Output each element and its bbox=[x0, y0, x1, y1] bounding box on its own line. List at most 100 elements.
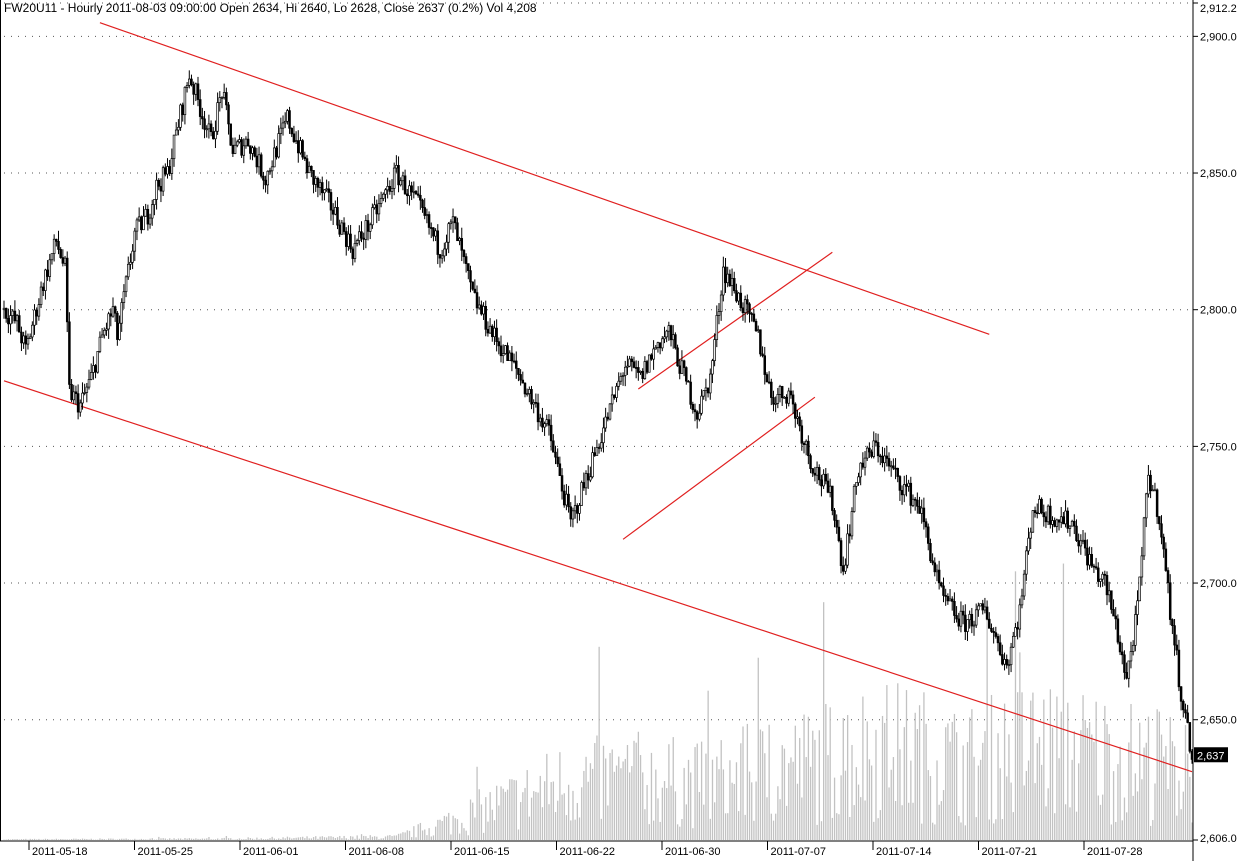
candle bbox=[188, 70, 190, 88]
candle-body bbox=[919, 506, 921, 513]
candle-body bbox=[982, 604, 984, 610]
candle-body bbox=[378, 203, 380, 213]
candle-body bbox=[1041, 499, 1043, 512]
candle-body bbox=[1025, 551, 1027, 574]
candle-body bbox=[186, 85, 188, 87]
candle-body bbox=[977, 606, 979, 610]
volume-bar bbox=[173, 838, 174, 840]
volume-bar bbox=[657, 798, 658, 840]
volume-bar bbox=[1061, 712, 1062, 840]
candle bbox=[498, 338, 500, 355]
candle-body bbox=[99, 337, 101, 351]
candle bbox=[1169, 574, 1171, 625]
candle-body bbox=[1119, 642, 1121, 652]
candle bbox=[282, 115, 284, 135]
x-tick-label: 2011-07-07 bbox=[771, 846, 826, 858]
candle-body bbox=[746, 300, 748, 304]
candle bbox=[633, 357, 635, 369]
candle-body bbox=[688, 381, 690, 382]
volume-bar bbox=[295, 838, 296, 840]
volume-bar bbox=[468, 835, 469, 840]
candle bbox=[77, 384, 79, 419]
volume-bar bbox=[152, 838, 153, 840]
volume-bar bbox=[82, 839, 83, 840]
volume-bar bbox=[827, 755, 828, 840]
candle-body bbox=[594, 453, 596, 456]
volume-bar bbox=[718, 769, 719, 840]
candle bbox=[871, 449, 873, 458]
volume-bar bbox=[56, 839, 57, 840]
candle bbox=[716, 305, 718, 347]
volume-bar bbox=[145, 839, 146, 840]
volume-bar bbox=[753, 821, 754, 840]
candle bbox=[777, 388, 779, 408]
candle bbox=[1106, 571, 1108, 605]
candle bbox=[1117, 614, 1119, 644]
candle bbox=[600, 433, 602, 452]
candle bbox=[539, 414, 541, 427]
candle bbox=[1126, 663, 1128, 680]
candle bbox=[921, 500, 923, 524]
candle bbox=[158, 178, 160, 190]
volume-bar bbox=[670, 786, 671, 840]
candle-body bbox=[579, 505, 581, 513]
candle bbox=[821, 475, 823, 497]
candle-body bbox=[712, 361, 714, 374]
candle bbox=[768, 371, 770, 384]
volume-bar bbox=[250, 838, 251, 840]
candle-body bbox=[526, 394, 528, 395]
candle bbox=[132, 244, 134, 269]
volume-bar bbox=[684, 768, 685, 840]
candle bbox=[520, 369, 522, 385]
candle-body bbox=[692, 404, 694, 409]
candle-body bbox=[720, 295, 722, 312]
candle-body bbox=[600, 443, 602, 448]
volume-bar bbox=[799, 738, 800, 840]
candle bbox=[232, 138, 234, 157]
candle bbox=[685, 366, 687, 384]
volume-bar bbox=[723, 769, 724, 840]
candle bbox=[378, 194, 380, 221]
candle-body bbox=[86, 387, 88, 392]
volume-bar bbox=[217, 838, 218, 840]
candle-body bbox=[611, 395, 613, 404]
volume-bar bbox=[703, 805, 704, 840]
candle bbox=[1054, 517, 1056, 527]
candle-body bbox=[433, 228, 435, 236]
volume-bar bbox=[160, 838, 161, 840]
volume-bar bbox=[925, 724, 926, 840]
candle-body bbox=[404, 176, 406, 194]
candle bbox=[88, 370, 90, 390]
volume-bar bbox=[814, 740, 815, 840]
candle-body bbox=[555, 452, 557, 457]
candle-body bbox=[402, 176, 404, 181]
candle-body bbox=[1163, 537, 1165, 549]
candle bbox=[1086, 539, 1088, 570]
candle-body bbox=[644, 361, 646, 378]
candle-body bbox=[576, 506, 578, 514]
candle-body bbox=[319, 183, 321, 188]
candle bbox=[993, 627, 995, 643]
candle bbox=[1163, 534, 1165, 558]
candle-body bbox=[82, 393, 84, 403]
candle-body bbox=[417, 194, 419, 195]
volume-bar bbox=[566, 815, 567, 840]
candle-body bbox=[191, 79, 193, 85]
candle bbox=[239, 135, 241, 144]
candle bbox=[393, 163, 395, 196]
candle-body bbox=[485, 306, 487, 329]
volume-bar bbox=[1115, 822, 1116, 840]
volume-bar bbox=[1087, 728, 1088, 840]
candle-body bbox=[496, 328, 498, 342]
candle bbox=[892, 458, 894, 470]
candle-body bbox=[457, 223, 459, 241]
candle bbox=[862, 452, 864, 469]
volume-bar bbox=[75, 839, 76, 840]
volume-bar bbox=[12, 839, 13, 840]
volume-bar bbox=[854, 805, 855, 840]
volume-bar bbox=[642, 772, 643, 840]
volume-bar bbox=[30, 839, 31, 840]
volume-bar bbox=[420, 823, 421, 840]
candle bbox=[674, 332, 676, 349]
